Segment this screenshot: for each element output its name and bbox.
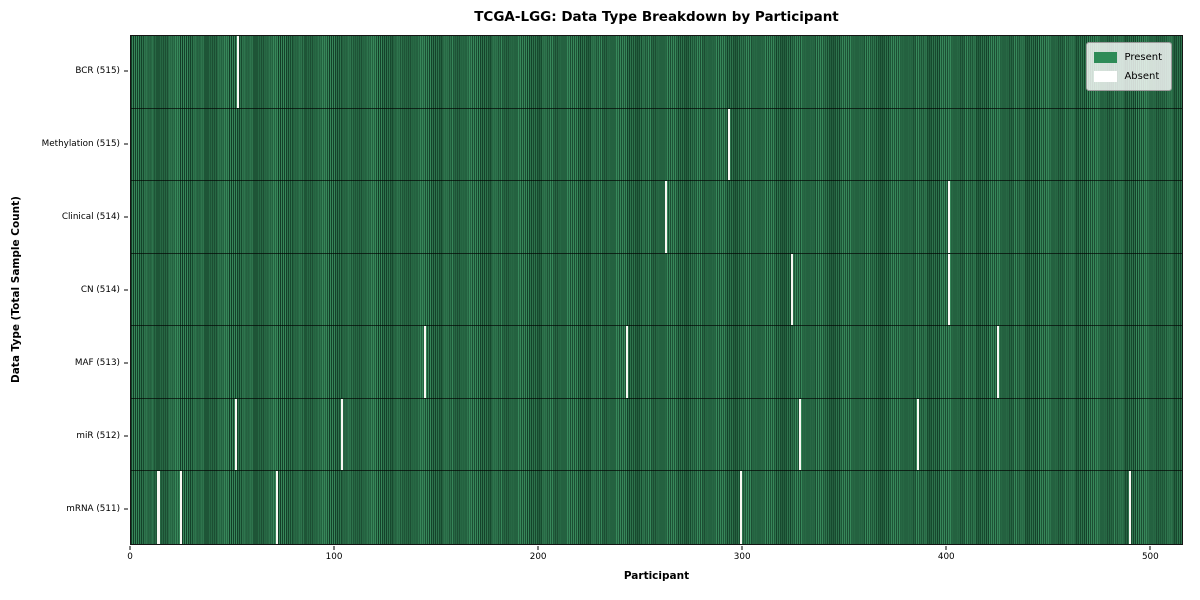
x-tick-mark [741,546,743,550]
heatmap-row-mRNA [131,471,1182,544]
legend-entry-absent: Absent [1094,68,1162,84]
absent-marker [234,398,237,471]
x-tick-label: 0 [127,552,133,562]
y-tick-label: Clinical (514) [61,212,120,223]
absent-marker [947,181,950,253]
y-tick-mark [124,143,128,145]
absent-marker [1129,471,1132,544]
y-tick-label: mRNA (511) [66,503,120,514]
y-tick-label: Methylation (515) [41,139,120,150]
absent-marker [179,471,182,544]
x-tick-label: 100 [325,552,343,562]
y-tick-label: BCR (515) [75,66,120,77]
absent-marker [340,398,343,471]
absent-marker [790,253,793,326]
chart-title: TCGA-LGG: Data Type Breakdown by Partici… [474,9,839,25]
heatmap-row-CN [131,253,1182,327]
x-tick-label: 400 [937,552,955,562]
legend: Present Absent [1086,42,1172,91]
legend-label-absent: Absent [1124,70,1160,82]
absent-marker [740,471,743,544]
y-tick-mark [124,70,128,72]
absent-marker [157,471,160,544]
legend-label-present: Present [1124,51,1162,63]
heatmap-row-Methylation [131,108,1182,182]
present-swatch [1094,51,1118,63]
heatmap-row-MAF [131,326,1182,399]
y-tick-mark [124,508,128,510]
absent-marker [727,108,730,181]
x-tick-mark [945,546,947,550]
x-tick-mark [537,546,539,550]
absent-marker [424,326,427,398]
y-tick-label: MAF (513) [74,357,120,368]
absent-marker [917,398,920,471]
absent-marker [236,36,239,108]
heatmap-row-BCR [131,36,1182,109]
x-tick-label: 200 [529,552,547,562]
heatmap-row-miR [131,398,1182,472]
absent-marker [275,471,278,544]
x-tick-mark [129,546,131,550]
plot-area: Present Absent [130,35,1183,545]
x-tick-mark [333,546,335,550]
legend-entry-present: Present [1094,49,1162,65]
absent-marker [625,326,628,398]
x-tick-mark [1149,546,1151,550]
y-tick-mark [124,435,128,437]
x-axis-label: Participant [623,570,690,582]
absent-marker [664,181,667,253]
y-tick-label: miR (512) [76,430,120,441]
x-tick-label: 500 [1141,552,1159,562]
absent-marker [996,326,999,398]
x-tick-label: 300 [733,552,751,562]
absent-marker [947,253,950,326]
heatmap-row-Clinical [131,181,1182,254]
y-tick-mark [124,289,128,291]
absent-marker [799,398,802,471]
y-tick-mark [124,216,128,218]
absent-swatch [1094,70,1118,82]
x-axis: 0 100 200 300 400 500 [127,545,1183,571]
y-tick-label: CN (514) [80,285,120,295]
y-tick-mark [124,362,128,364]
y-axis: BCR (515) Methylation (515) Clinical (514)… [0,35,130,545]
